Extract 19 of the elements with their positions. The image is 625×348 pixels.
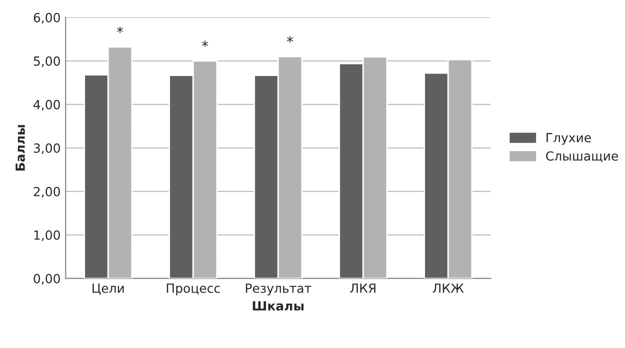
y-tick-label: 3,00 — [34, 143, 60, 154]
y-tick-label: 6,00 — [34, 12, 60, 24]
y-tick-label: 5,00 — [34, 56, 60, 68]
legend-label: Слышащие — [546, 151, 618, 162]
x-tick-label: ЛКЖ — [432, 284, 464, 293]
x-tick-label: Результат — [246, 284, 312, 296]
x-axis-title: Шкалы — [252, 301, 304, 311]
legend-label: Глухие — [546, 133, 591, 145]
y-tick-label: 2,00 — [34, 186, 60, 198]
y-axis-title: Баллы — [16, 125, 25, 171]
x-tick-label: Процесс — [166, 284, 220, 296]
annotation: * — [116, 26, 124, 33]
y-tick-label: 4,00 — [34, 100, 60, 111]
x-tick-label: ЛКЯ — [350, 284, 376, 293]
annotation: * — [202, 40, 208, 47]
y-tick-label: 1,00 — [34, 230, 60, 242]
annotation: * — [286, 36, 294, 43]
x-tick-label: Цели — [92, 284, 124, 295]
y-tick-label: 0,00 — [34, 274, 60, 285]
